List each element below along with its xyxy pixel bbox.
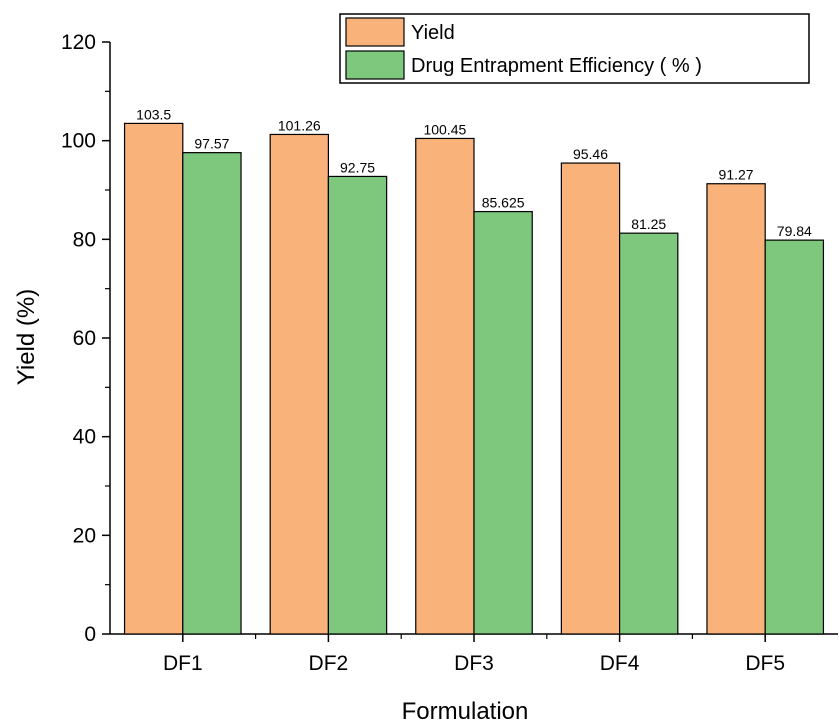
y-tick-label: 40	[73, 426, 96, 449]
y-axis: 0 20 40 60 80 100 120	[61, 31, 110, 646]
legend-swatch-entrapment	[346, 51, 404, 79]
data-label: 103.5	[136, 106, 171, 122]
y-tick-label: 60	[73, 327, 96, 350]
legend: Yield Drug Entrapment Efficiency ( % )	[340, 14, 809, 83]
bar-yield	[125, 123, 183, 634]
bar-entrapment	[328, 176, 386, 634]
data-label: 81.25	[631, 216, 666, 232]
y-tick-label: 100	[61, 130, 96, 153]
x-tick-label: DF5	[745, 652, 785, 675]
bar-entrapment	[620, 233, 678, 634]
y-tick-label: 0	[84, 623, 96, 646]
data-label: 97.57	[194, 136, 229, 152]
legend-label-entrapment: Drug Entrapment Efficiency ( % )	[411, 55, 702, 77]
bar-yield	[561, 163, 619, 634]
legend-label-yield: Yield	[411, 22, 455, 44]
data-label: 92.75	[340, 159, 375, 175]
x-tick-label: DF4	[600, 652, 640, 675]
data-label: 85.625	[482, 195, 525, 211]
y-tick-label: 80	[73, 228, 96, 251]
legend-swatch-yield	[346, 18, 404, 46]
bar-yield	[416, 138, 474, 634]
x-axis-title: Formulation	[402, 698, 529, 723]
bar-entrapment	[474, 212, 532, 634]
bar-entrapment	[183, 153, 241, 634]
x-tick-label: DF1	[163, 652, 203, 675]
y-tick-label: 120	[61, 31, 96, 54]
bar-entrapment	[765, 240, 823, 634]
x-axis: DF1 DF2 DF3 DF4 DF5	[110, 634, 838, 675]
x-tick-label: DF3	[454, 652, 494, 675]
data-label: 95.46	[573, 146, 608, 162]
data-label: 100.45	[423, 121, 466, 137]
data-label: 79.84	[777, 223, 812, 239]
x-tick-label: DF2	[309, 652, 349, 675]
bar-yield	[707, 184, 765, 634]
y-tick-label: 20	[73, 524, 96, 547]
bars	[125, 123, 824, 634]
data-label: 91.27	[719, 167, 754, 183]
data-label: 101.26	[278, 117, 321, 133]
y-axis-title: Yield (%)	[13, 289, 40, 385]
bar-yield	[270, 134, 328, 634]
